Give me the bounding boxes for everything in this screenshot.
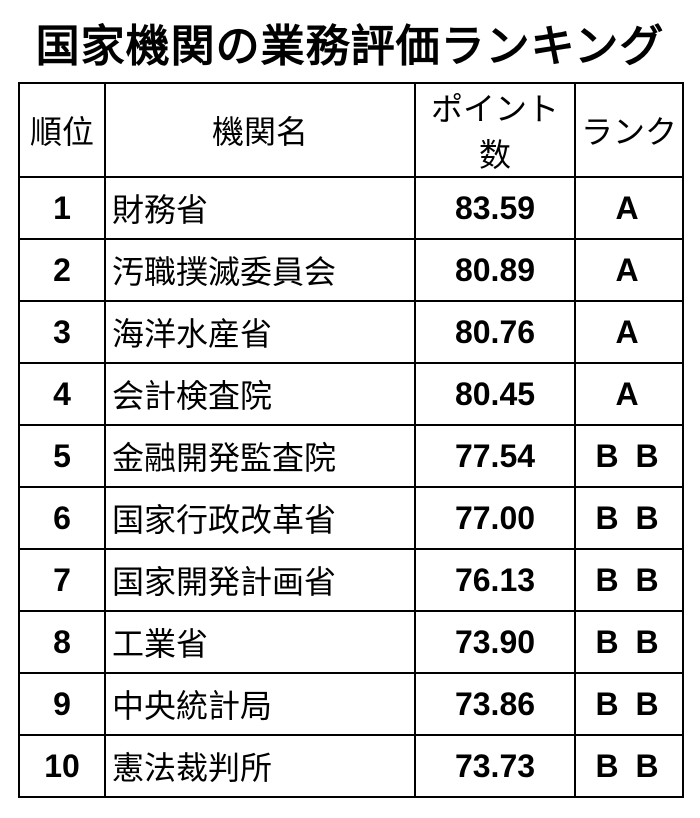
- cell-points: 73.90: [415, 611, 575, 673]
- table-row: 5 金融開発監査院 77.54 B B: [19, 425, 683, 487]
- table-row: 7 国家開発計画省 76.13 B B: [19, 549, 683, 611]
- cell-name: 工業省: [105, 611, 415, 673]
- cell-name: 汚職撲滅委員会: [105, 239, 415, 301]
- header-points: ポイント数: [415, 83, 575, 177]
- cell-grade: A: [575, 239, 683, 301]
- table-header-row: 順位 機関名 ポイント数 ランク: [19, 83, 683, 177]
- table-row: 3 海洋水産省 80.76 A: [19, 301, 683, 363]
- cell-rank: 6: [19, 487, 105, 549]
- cell-grade: B B: [575, 735, 683, 797]
- cell-grade: B B: [575, 611, 683, 673]
- cell-rank: 1: [19, 177, 105, 239]
- page: 国家機関の業務評価ランキング 順位 機関名 ポイント数 ランク 1 財務省 83…: [0, 0, 700, 818]
- cell-points: 77.54: [415, 425, 575, 487]
- table-row: 6 国家行政改革省 77.00 B B: [19, 487, 683, 549]
- ranking-table: 順位 機関名 ポイント数 ランク 1 財務省 83.59 A 2 汚職撲滅委員会…: [18, 82, 684, 798]
- cell-name: 財務省: [105, 177, 415, 239]
- cell-name: 憲法裁判所: [105, 735, 415, 797]
- cell-rank: 4: [19, 363, 105, 425]
- cell-name: 金融開発監査院: [105, 425, 415, 487]
- table-row: 4 会計検査院 80.45 A: [19, 363, 683, 425]
- cell-name: 国家開発計画省: [105, 549, 415, 611]
- cell-grade: B B: [575, 487, 683, 549]
- cell-rank: 7: [19, 549, 105, 611]
- cell-rank: 10: [19, 735, 105, 797]
- cell-points: 80.89: [415, 239, 575, 301]
- table-row: 2 汚職撲滅委員会 80.89 A: [19, 239, 683, 301]
- cell-points: 83.59: [415, 177, 575, 239]
- cell-rank: 2: [19, 239, 105, 301]
- cell-points: 73.73: [415, 735, 575, 797]
- cell-points: 77.00: [415, 487, 575, 549]
- cell-points: 80.76: [415, 301, 575, 363]
- cell-name: 海洋水産省: [105, 301, 415, 363]
- cell-points: 76.13: [415, 549, 575, 611]
- header-grade: ランク: [575, 83, 683, 177]
- table-row: 10 憲法裁判所 73.73 B B: [19, 735, 683, 797]
- cell-points: 80.45: [415, 363, 575, 425]
- cell-grade: B B: [575, 425, 683, 487]
- table-row: 8 工業省 73.90 B B: [19, 611, 683, 673]
- cell-rank: 8: [19, 611, 105, 673]
- cell-rank: 9: [19, 673, 105, 735]
- cell-grade: B B: [575, 673, 683, 735]
- cell-grade: A: [575, 177, 683, 239]
- header-rank: 順位: [19, 83, 105, 177]
- cell-grade: B B: [575, 549, 683, 611]
- cell-rank: 5: [19, 425, 105, 487]
- cell-name: 会計検査院: [105, 363, 415, 425]
- cell-name: 国家行政改革省: [105, 487, 415, 549]
- table-row: 9 中央統計局 73.86 B B: [19, 673, 683, 735]
- cell-grade: A: [575, 301, 683, 363]
- page-title: 国家機関の業務評価ランキング: [18, 10, 682, 74]
- cell-points: 73.86: [415, 673, 575, 735]
- cell-name: 中央統計局: [105, 673, 415, 735]
- cell-rank: 3: [19, 301, 105, 363]
- header-name: 機関名: [105, 83, 415, 177]
- table-row: 1 財務省 83.59 A: [19, 177, 683, 239]
- cell-grade: A: [575, 363, 683, 425]
